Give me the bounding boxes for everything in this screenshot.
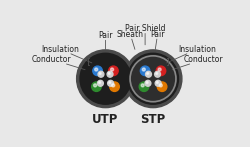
- Circle shape: [110, 82, 119, 91]
- Circle shape: [139, 82, 149, 91]
- Circle shape: [80, 53, 131, 104]
- Text: Conductor: Conductor: [172, 55, 223, 70]
- Circle shape: [140, 66, 150, 76]
- Circle shape: [128, 53, 178, 104]
- Circle shape: [146, 71, 152, 77]
- Circle shape: [112, 84, 115, 87]
- Circle shape: [93, 66, 102, 76]
- Circle shape: [156, 82, 158, 83]
- Circle shape: [99, 82, 100, 83]
- Text: Insulation: Insulation: [42, 45, 92, 63]
- Circle shape: [145, 80, 151, 86]
- Circle shape: [94, 84, 96, 87]
- Circle shape: [156, 66, 166, 76]
- Circle shape: [76, 50, 134, 108]
- Circle shape: [141, 84, 144, 87]
- Circle shape: [146, 82, 148, 83]
- Circle shape: [147, 72, 148, 74]
- Circle shape: [154, 71, 160, 77]
- Circle shape: [124, 50, 182, 108]
- Text: UTP: UTP: [92, 113, 119, 126]
- Circle shape: [107, 71, 113, 77]
- Text: Pair: Pair: [150, 30, 165, 49]
- Text: Conductor: Conductor: [32, 55, 85, 70]
- Text: Insulation: Insulation: [166, 45, 216, 63]
- Circle shape: [109, 66, 118, 76]
- Circle shape: [109, 82, 111, 83]
- Circle shape: [130, 55, 176, 102]
- Circle shape: [98, 80, 103, 86]
- Text: Sheath: Sheath: [117, 30, 144, 49]
- Circle shape: [156, 72, 158, 74]
- Circle shape: [157, 82, 167, 91]
- Circle shape: [159, 84, 162, 87]
- Circle shape: [110, 68, 114, 71]
- Text: Pair Shield: Pair Shield: [125, 24, 165, 45]
- Circle shape: [108, 80, 114, 86]
- Circle shape: [155, 80, 161, 86]
- Circle shape: [92, 82, 101, 91]
- Circle shape: [99, 72, 101, 74]
- Circle shape: [95, 68, 98, 71]
- Text: Pair: Pair: [98, 31, 113, 49]
- Text: STP: STP: [140, 113, 166, 126]
- Circle shape: [98, 71, 104, 77]
- Circle shape: [158, 68, 161, 71]
- Circle shape: [108, 72, 110, 74]
- Circle shape: [142, 68, 145, 71]
